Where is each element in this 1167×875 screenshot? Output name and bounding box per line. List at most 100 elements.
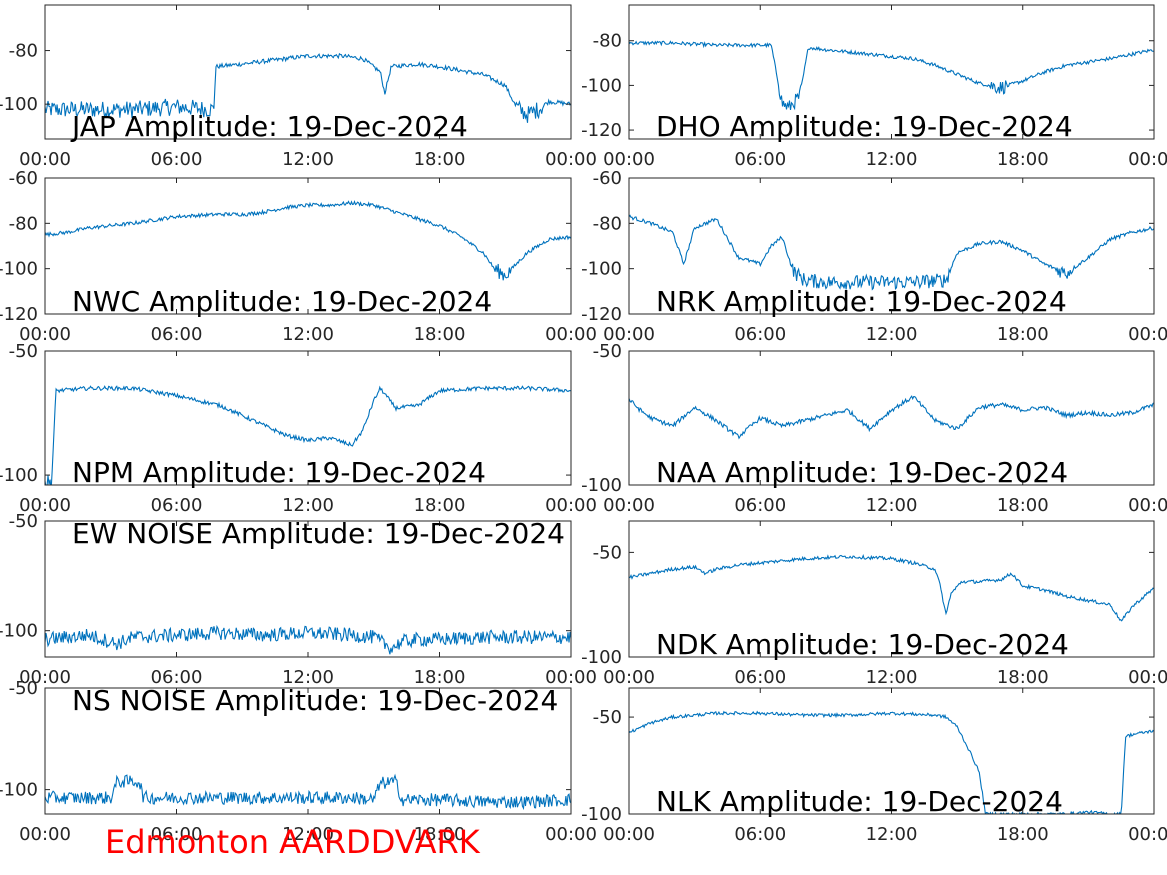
x-tick-label: 06:00 <box>734 495 786 516</box>
series-line <box>629 395 1154 440</box>
y-tick-label: -100 <box>581 475 622 496</box>
x-tick-label: 18:00 <box>997 667 1049 688</box>
chart-panel: 00:00 06:00 12:00 18:00 00:00 -50 -100 NLK Ampl… <box>581 687 1167 845</box>
x-tick-label: 06:00 <box>151 149 203 170</box>
series-line <box>629 40 1154 111</box>
x-tick-label: 00:00 <box>545 324 597 345</box>
x-tick-label: 00:00 <box>1128 324 1167 345</box>
x-tick-label: 12:00 <box>282 495 334 516</box>
y-tick-label: -100 <box>0 259 38 280</box>
y-tick-label: -50 <box>593 341 622 362</box>
chart-panel: 00:00 06:00 12:00 18:00 00:00 -50 -100 NDK Ampl… <box>581 520 1167 688</box>
y-tick-label: -100 <box>581 647 622 668</box>
y-tick-label: -100 <box>581 259 622 280</box>
x-tick-label: 00:00 <box>19 495 71 516</box>
chart-panel: 00:00 06:00 12:00 18:00 00:00 -50 -100 NPM Ampl… <box>0 341 597 516</box>
y-tick-label: -100 <box>0 94 38 115</box>
panel-title: DHO Amplitude: 19-Dec-2024 <box>656 110 1073 143</box>
y-tick-label: -120 <box>581 120 622 141</box>
panel-title: EW NOISE Amplitude: 19-Dec-2024 <box>72 517 565 550</box>
series-line <box>45 52 571 123</box>
x-tick-label: 12:00 <box>866 667 918 688</box>
y-tick-label: -50 <box>9 511 38 532</box>
x-tick-label: 12:00 <box>866 149 918 170</box>
x-tick-label: 00:00 <box>1128 149 1167 170</box>
y-tick-label: -80 <box>593 31 622 52</box>
x-tick-label: 18:00 <box>997 824 1049 845</box>
x-tick-label: 00:00 <box>1128 667 1167 688</box>
x-tick-label: 00:00 <box>603 495 655 516</box>
x-tick-label: 00:00 <box>19 824 71 845</box>
x-tick-label: 00:00 <box>19 324 71 345</box>
x-tick-label: 18:00 <box>414 824 466 845</box>
y-tick-label: -100 <box>0 780 38 801</box>
x-tick-label: 06:00 <box>151 495 203 516</box>
panel-title: JAP Amplitude: 19-Dec-2024 <box>70 110 468 143</box>
panel-title: NWC Amplitude: 19-Dec-2024 <box>72 285 492 318</box>
x-tick-label: 12:00 <box>866 824 918 845</box>
x-tick-label: 12:00 <box>282 667 334 688</box>
x-tick-label: 00:00 <box>19 667 71 688</box>
x-tick-label: 00:00 <box>1128 495 1167 516</box>
panel-title: NAA Amplitude: 19-Dec-2024 <box>656 456 1068 489</box>
x-tick-label: 18:00 <box>414 667 466 688</box>
x-tick-label: 18:00 <box>414 149 466 170</box>
y-tick-label: -60 <box>9 168 38 189</box>
series-line <box>45 624 571 655</box>
chart-panel: 00:00 06:00 12:00 18:00 00:00 -60 -80 -100 -120 N… <box>581 168 1167 345</box>
y-tick-label: -120 <box>581 304 622 325</box>
footer-text: Edmonton AARDDVARK <box>105 823 481 861</box>
x-tick-label: 12:00 <box>866 324 918 345</box>
y-tick-label: -120 <box>0 304 38 325</box>
series-line <box>45 199 571 281</box>
x-tick-label: 00:00 <box>603 149 655 170</box>
x-tick-label: 18:00 <box>414 324 466 345</box>
x-tick-label: 18:00 <box>997 149 1049 170</box>
x-tick-label: 12:00 <box>282 149 334 170</box>
chart-panel: 00:00 06:00 12:00 18:00 00:00 -80 -100 -120 DHO … <box>581 4 1167 170</box>
y-tick-label: -50 <box>593 707 622 728</box>
x-tick-label: 00:00 <box>545 495 597 516</box>
y-tick-label: -80 <box>9 41 38 62</box>
x-tick-label: 00:00 <box>545 824 597 845</box>
x-tick-label: 00:00 <box>545 667 597 688</box>
x-tick-label: 12:00 <box>866 495 918 516</box>
x-tick-label: 06:00 <box>734 149 786 170</box>
chart-panel: 00:00 06:00 12:00 18:00 00:00 -50 -100 EW NOISE… <box>0 511 597 688</box>
chart-panels: 00:00 06:00 12:00 18:00 00:00 -80 -100 JAP Ampl… <box>0 4 1167 845</box>
panel-title: NS NOISE Amplitude: 19-Dec-2024 <box>72 684 558 717</box>
x-tick-label: 06:00 <box>734 324 786 345</box>
series-line <box>629 214 1154 291</box>
x-tick-label: 06:00 <box>151 667 203 688</box>
x-tick-label: 12:00 <box>282 324 334 345</box>
x-tick-label: 06:00 <box>151 824 203 845</box>
chart-panel: 00:00 06:00 12:00 18:00 00:00 -60 -80 -100 -120 N… <box>0 168 597 345</box>
y-tick-label: -100 <box>581 804 622 825</box>
series-line <box>629 553 1154 622</box>
x-tick-label: 00:00 <box>603 667 655 688</box>
x-tick-label: 18:00 <box>997 495 1049 516</box>
y-tick-label: -50 <box>9 341 38 362</box>
x-tick-label: 18:00 <box>414 495 466 516</box>
y-tick-label: -60 <box>593 168 622 189</box>
chart-panel: 00:00 06:00 12:00 18:00 00:00 -50 -100 NAA Ampl… <box>581 341 1167 516</box>
y-tick-label: -100 <box>0 465 38 486</box>
x-tick-label: 12:00 <box>282 824 334 845</box>
series-line <box>45 773 571 811</box>
panel-title: NDK Amplitude: 19-Dec-2024 <box>656 628 1069 661</box>
x-tick-label: 00:00 <box>603 324 655 345</box>
x-tick-label: 06:00 <box>734 824 786 845</box>
y-tick-label: -50 <box>593 542 622 563</box>
series-line <box>45 385 571 485</box>
y-tick-label: -100 <box>581 75 622 96</box>
panel-title: NLK Amplitude: 19-Dec-2024 <box>656 785 1063 818</box>
y-tick-label: -100 <box>0 621 38 642</box>
panel-title: NRK Amplitude: 19-Dec-2024 <box>656 285 1067 318</box>
y-tick-label: -80 <box>9 213 38 234</box>
x-tick-label: 18:00 <box>997 324 1049 345</box>
x-tick-label: 00:00 <box>19 149 71 170</box>
series-line <box>629 710 1154 814</box>
x-tick-label: 00:00 <box>603 824 655 845</box>
y-tick-label: -50 <box>9 678 38 699</box>
